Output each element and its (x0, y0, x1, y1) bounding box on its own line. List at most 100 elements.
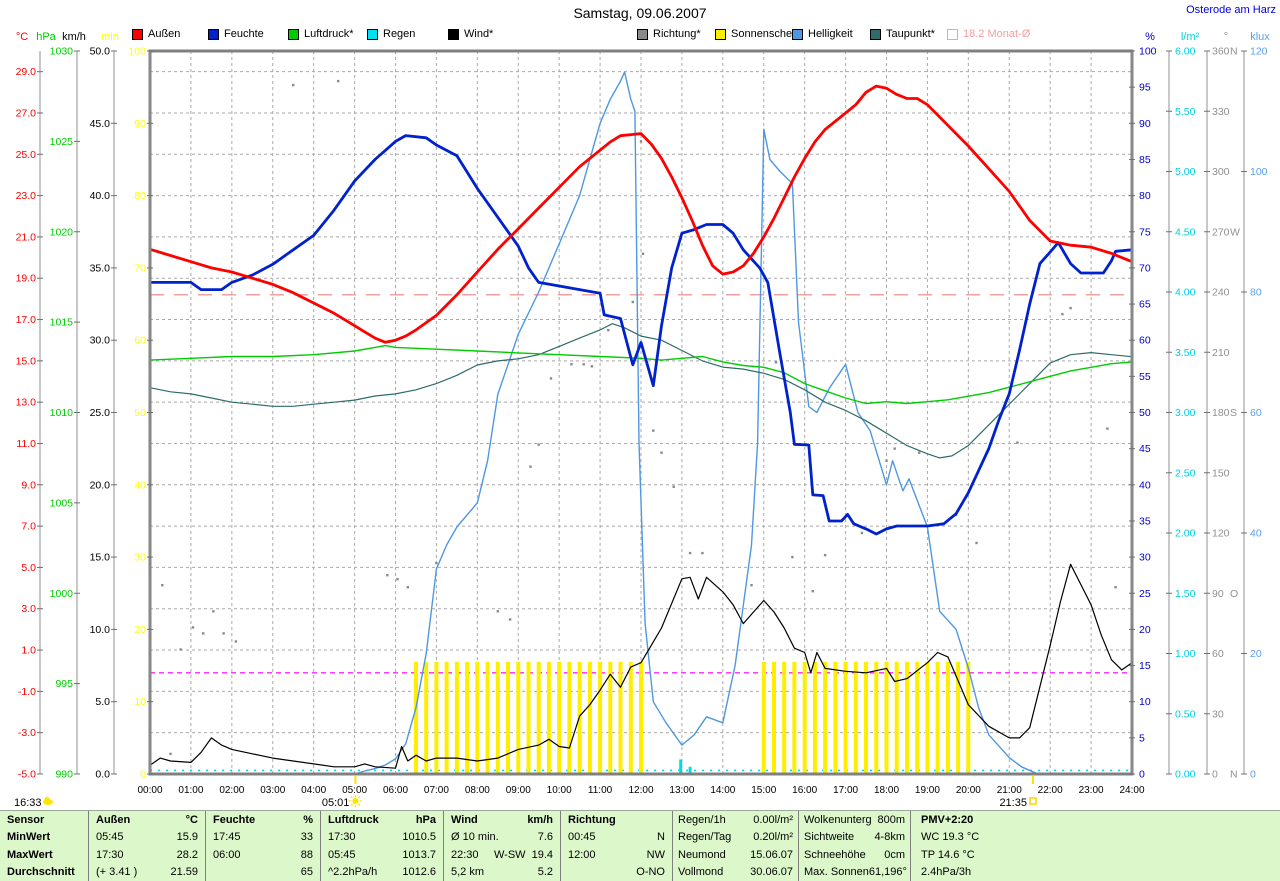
cell-aussen-max: 17:30 28.2 (89, 846, 205, 864)
tick-label: 29.0 (16, 66, 37, 78)
legend-item-richtung: Richtung* (637, 28, 701, 40)
tick-label: 330 (1212, 106, 1230, 118)
axis-lux: 120 100 80 60 40 20 0 klux (1241, 31, 1270, 781)
value-time: Ø 10 min. (451, 831, 499, 844)
cell-drucktendenz: 2.4hPa/3h (921, 866, 972, 879)
x-tick-label: 08:00 (465, 785, 490, 796)
series-feuchte (150, 134, 1133, 536)
legend-label: Wind* (464, 28, 494, 40)
value-number: 0cm (884, 848, 905, 861)
series-richtung (161, 79, 1117, 756)
value-label: Max. Sonnen (804, 866, 869, 879)
tick-label: 0.0 (95, 769, 110, 781)
tick-label: 85 (1139, 154, 1151, 166)
tick-cardinal: N (1230, 46, 1238, 58)
tick-label: 19.0 (16, 273, 37, 285)
table-col-richtung: Richtung 00:45 N 12:00 NW O-NO (560, 811, 672, 881)
tick-label: 1000 (50, 588, 74, 600)
cell-feuchte-max: 06:00 88 (206, 846, 320, 864)
legend-label: Sonnenschein (731, 28, 801, 40)
cell-feuchte-avg: 65 (206, 864, 320, 881)
value-time: 12:00 (568, 848, 596, 861)
tick-label: 1.50 (1175, 588, 1196, 600)
value-label: Regen/Tag (678, 831, 732, 844)
legend-label: Feuchte (224, 28, 264, 40)
tick-label: 80 (134, 190, 146, 202)
tick-label: 0.50 (1175, 708, 1196, 720)
cell-richtung-avg: O-NO (561, 864, 672, 881)
x-tick-label: 05:00 (342, 785, 367, 796)
row-label-durchschnitt: Durchschnitt (7, 866, 75, 879)
axis-hum: 1009590858075706560555045403530252015105… (1129, 31, 1157, 781)
tick-label: 5.0 (21, 562, 36, 574)
value-number: 5.2 (537, 866, 553, 879)
tick-label: 40.0 (90, 190, 111, 202)
tick-label: -1.0 (18, 686, 36, 698)
axis-unit-sun: min (101, 31, 119, 43)
value-number: 15.9 (176, 831, 198, 844)
x-tick-label: 14:00 (710, 785, 735, 796)
sun-icon (352, 798, 359, 804)
tick-label: 60 (1250, 407, 1262, 419)
legend-swatch-regen-icon (367, 28, 378, 40)
tick-label: 17.0 (16, 314, 37, 326)
row-label-minwert: MinWert (7, 831, 51, 844)
value-time: 05:45 (328, 848, 356, 861)
tick-label: 90 (1212, 588, 1224, 600)
value-label: Vollmond (678, 866, 724, 879)
header-label: Wind (451, 813, 478, 826)
x-tick-label: 15:00 (751, 785, 776, 796)
col-header-feuchte: Feuchte% (206, 811, 320, 829)
tick-label: 995 (55, 678, 73, 690)
tick-label: 4.00 (1175, 287, 1196, 299)
legend-label: Außen (148, 28, 181, 40)
x-tick-label: 00:00 (137, 785, 162, 796)
tick-label: 35 (1139, 515, 1151, 527)
axis-wind: 50.0 45.0 40.0 35.0 30.0 25.0 20.0 15.0 10.0 5.0 0… (62, 31, 117, 781)
tick-label: 100 (1139, 46, 1157, 58)
table-col-aussen: Außen °C 05:45 15.9 17:30 28.2 (+ 3.41 ) 21.… (88, 811, 205, 881)
tick-label: 3.50 (1175, 347, 1196, 359)
table-col-wind: Wind km/h Ø 10 min. 7.6 22:30 W-SW 19.4 5,2 … (443, 811, 560, 881)
tick-label: 1015 (50, 317, 74, 329)
cell-wind-min: Ø 10 min. 7.6 (444, 829, 560, 847)
col-header-luftdruck: Luftdruck hPa (321, 811, 443, 829)
legend-item-feuchte: Feuchte (208, 28, 264, 40)
legend-label: Regen (383, 28, 416, 40)
x-tick-label: 24:00 (1119, 785, 1144, 796)
x-tick-label: 03:00 (260, 785, 285, 796)
tick-label: 40 (1139, 479, 1151, 491)
tick-label: 5.50 (1175, 106, 1196, 118)
x-tick-label: 01:00 (178, 785, 203, 796)
sun-event-time: 05:01 (322, 797, 350, 809)
sun-event-moonrise: 16:33 (14, 796, 53, 809)
tick-label: 90 (134, 118, 146, 130)
chart-legend: Außen Feuchte Luftdruck* Regen Wind* Richtung… (0, 28, 1280, 43)
value-number: 0.00l/m² (753, 813, 793, 826)
value-number: 7.6 (537, 831, 553, 844)
header-unit: hPa (415, 813, 436, 826)
cell-sichtweite: Sichtweite 4-8km (799, 829, 910, 847)
tick-label: 13.0 (16, 397, 37, 409)
tick-cardinal: N (1230, 769, 1238, 781)
x-tick-label: 04:00 (301, 785, 326, 796)
legend-label: Helligkeit (808, 28, 853, 40)
value-number: 800m (877, 813, 905, 826)
cell-richtung-max: 12:00 NW (561, 846, 672, 864)
value-number: 1010.5 (402, 831, 436, 844)
cell-taupunkt-avg: TP 14.6 °C (921, 848, 975, 861)
x-tick-label: 17:00 (833, 785, 858, 796)
legend-swatch-luftdruck-icon (288, 28, 299, 40)
x-tick-label: 23:00 (1079, 785, 1104, 796)
x-tick-label: 18:00 (874, 785, 899, 796)
tick-label: 0 (1250, 769, 1256, 781)
tick-label: 1010 (50, 407, 74, 419)
tick-label: 240 (1212, 287, 1230, 299)
tick-label: -3.0 (18, 727, 36, 739)
tick-label: 25 (1139, 588, 1151, 600)
tick-label: 30 (1139, 552, 1151, 564)
tick-label: 120 (1212, 528, 1230, 540)
sun-event-time: 21:35 (999, 797, 1027, 809)
